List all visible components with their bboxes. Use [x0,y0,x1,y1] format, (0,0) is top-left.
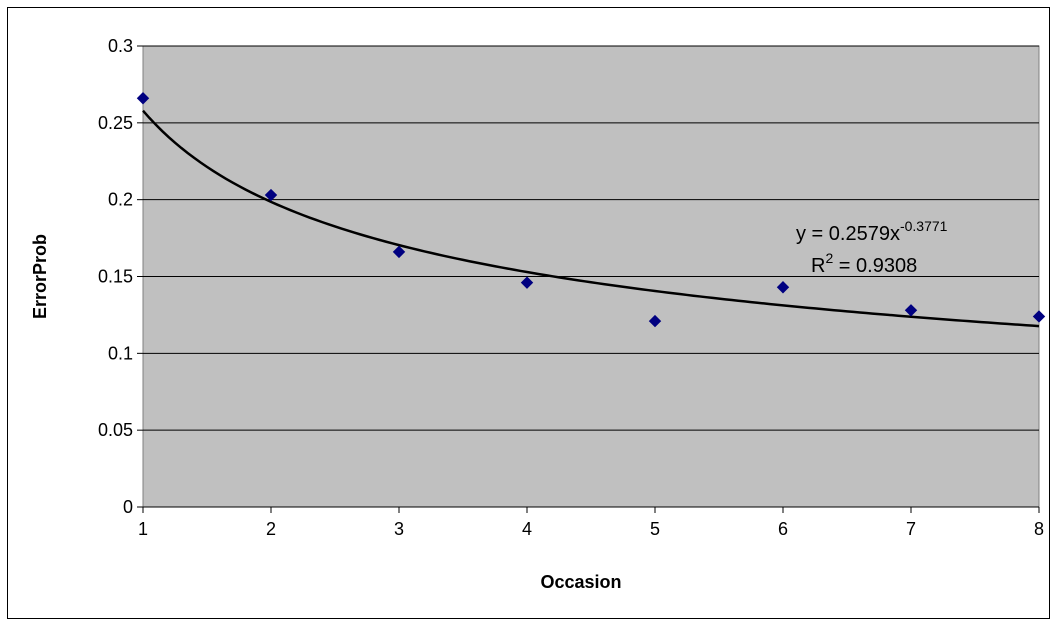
data-point [520,276,534,289]
data-point [392,245,406,259]
y-axis-title: ErrorProb [30,234,50,319]
x-tick-label: 2 [266,519,276,539]
y-tick-label: 0.15 [98,267,133,287]
equation-base: y = 0.2579x [796,223,900,245]
trendline-equation-text: y = 0.2579x-0.3771 [796,218,948,245]
x-tick-label: 5 [650,519,660,539]
equation-exponent: -0.3771 [900,218,948,234]
data-point [904,304,918,317]
x-tick-label: 6 [778,519,788,539]
data-point [264,188,278,202]
y-tick-label: 0.25 [98,113,133,133]
y-tick-label: 0.2 [108,190,133,210]
y-tick-label: 0.3 [108,36,133,56]
power-trendline [142,109,1040,328]
x-axis-title: Occasion [540,572,621,592]
data-point [1032,310,1046,323]
r-squared-superscript: 2 [825,250,833,266]
x-tick-label: 7 [906,519,916,539]
data-point [136,92,150,105]
r-squared-value: = 0.9308 [833,255,917,277]
y-tick-label: 0 [123,497,133,517]
x-tick-label: 8 [1034,519,1044,539]
trendline-equation: y = 0.2579x-0.3771 R2 = 0.9308 [796,218,948,277]
x-tick-label: 4 [522,519,532,539]
gridlines [137,45,1039,508]
scatter-chart: 0 0.05 0.1 0.15 0.2 0.25 0.3 1 2 3 4 5 6 7 8 ErrorPro… [30,36,1046,592]
chart-frame: 0 0.05 0.1 0.15 0.2 0.25 0.3 1 2 3 4 5 6 7 8 ErrorPro… [7,7,1050,619]
y-tick-label: 0.05 [98,420,133,440]
x-axis-tick-labels: 1 2 3 4 5 6 7 8 [138,507,1044,539]
data-markers [136,92,1046,328]
y-tick-label: 0.1 [108,343,133,363]
data-point [776,281,790,294]
data-point [648,314,662,328]
x-tick-label: 1 [138,519,148,539]
x-tick-label: 3 [394,519,404,539]
r-squared-symbol: R [811,255,825,277]
r-squared-text: R2 = 0.9308 [811,250,917,277]
y-axis-tick-labels: 0 0.05 0.1 0.15 0.2 0.25 0.3 [98,36,133,517]
